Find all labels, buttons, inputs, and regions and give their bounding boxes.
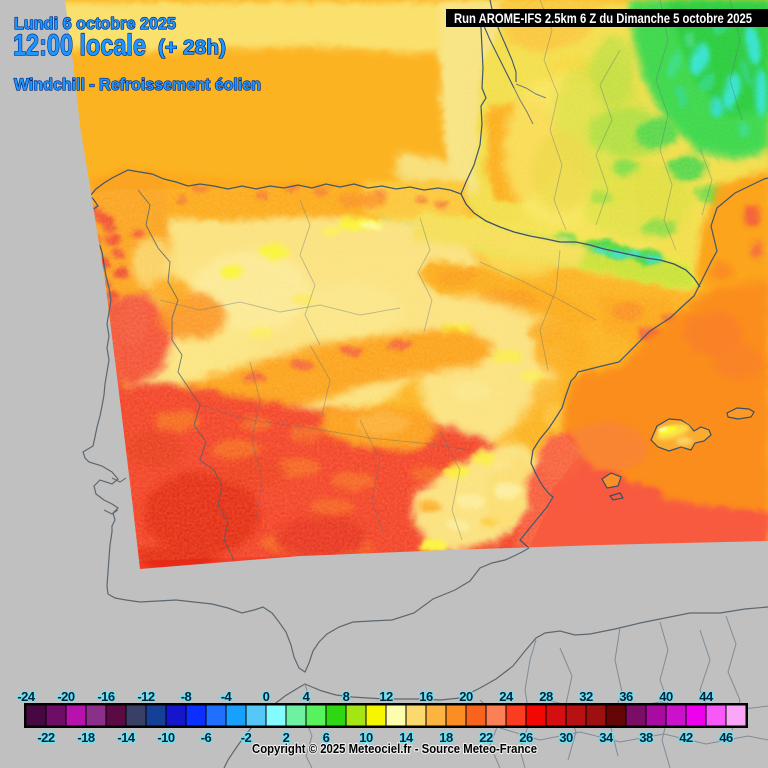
svg-text:36: 36 [619,689,633,704]
svg-text:Copyright © 2025 Meteociel.fr: Copyright © 2025 Meteociel.fr - Source M… [252,741,537,756]
svg-text:8: 8 [343,689,350,704]
svg-text:0: 0 [263,689,270,704]
svg-text:40: 40 [659,689,673,704]
svg-text:4: 4 [303,689,311,704]
svg-text:2: 2 [283,730,290,745]
svg-text:-8: -8 [181,689,192,704]
svg-text:14: 14 [399,730,414,745]
svg-text:20: 20 [459,689,473,704]
svg-text:-24: -24 [17,689,36,704]
svg-text:(+ 28h): (+ 28h) [158,37,226,59]
svg-text:-12: -12 [137,689,155,704]
svg-text:-4: -4 [221,689,233,704]
svg-text:Run AROME-IFS 2.5km 6 Z du Dim: Run AROME-IFS 2.5km 6 Z du Dimanche 5 oc… [454,10,752,26]
svg-text:32: 32 [579,689,593,704]
svg-text:-2: -2 [241,730,252,745]
svg-text:-18: -18 [77,730,95,745]
svg-text:28: 28 [539,689,553,704]
svg-text:26: 26 [519,730,533,745]
svg-text:44: 44 [699,689,714,704]
svg-text:12:00 locale: 12:00 locale [13,29,146,62]
svg-text:6: 6 [323,730,330,745]
svg-text:12: 12 [379,689,393,704]
svg-text:22: 22 [479,730,493,745]
svg-text:10: 10 [359,730,373,745]
svg-text:24: 24 [499,689,514,704]
svg-text:38: 38 [639,730,653,745]
svg-text:34: 34 [599,730,614,745]
svg-text:Windchill - Refroissement éoli: Windchill - Refroissement éolien [14,75,261,94]
svg-text:-22: -22 [37,730,55,745]
svg-text:-6: -6 [201,730,212,745]
svg-text:16: 16 [419,689,433,704]
svg-text:46: 46 [719,730,733,745]
svg-text:Lundi 6 octobre 2025: Lundi 6 octobre 2025 [14,14,176,33]
svg-text:-16: -16 [97,689,115,704]
svg-text:-20: -20 [57,689,75,704]
svg-text:-14: -14 [117,730,136,745]
svg-text:18: 18 [439,730,453,745]
svg-text:42: 42 [679,730,693,745]
svg-text:30: 30 [559,730,573,745]
svg-text:-10: -10 [157,730,175,745]
